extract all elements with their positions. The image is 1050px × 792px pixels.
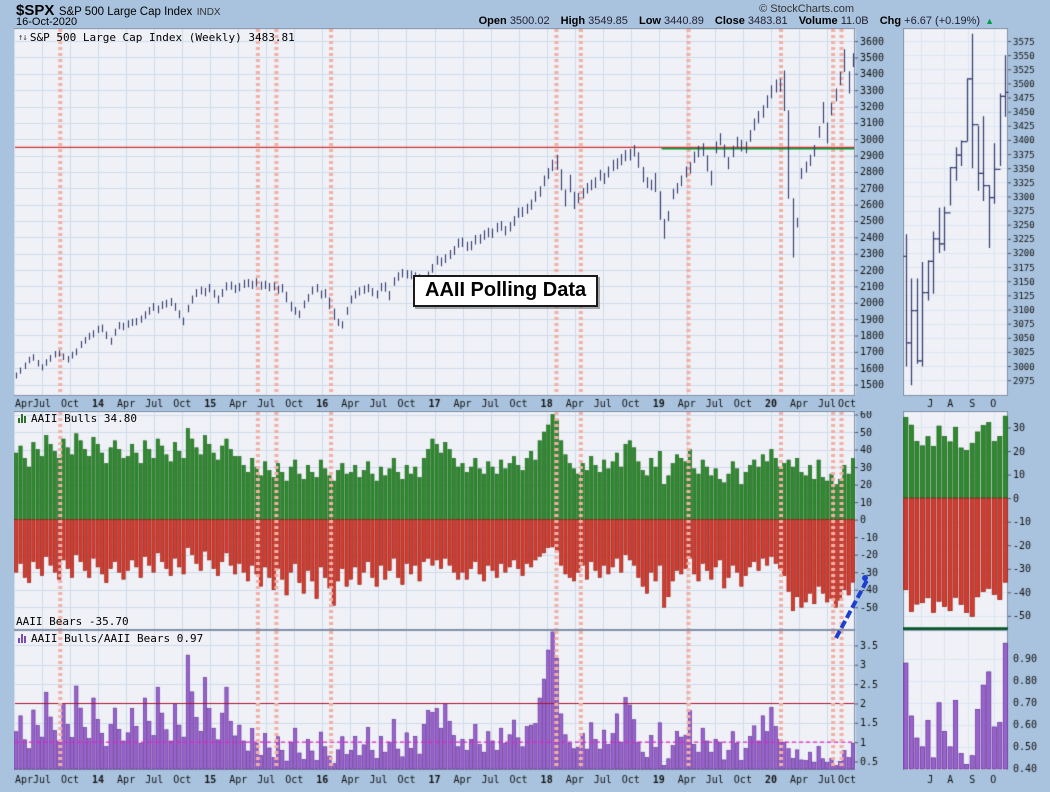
aaii-bulls-panel-label: AAII Bulls 34.80	[18, 412, 137, 425]
high-value: 3549.85	[588, 15, 628, 27]
ratio-recent-chart-canvas	[903, 630, 1050, 792]
aaii-bears-panel-label: AAII Bears -35.70	[16, 615, 129, 628]
open-value: 3500.02	[509, 15, 550, 27]
mini-barchart-icon	[18, 414, 27, 423]
ticker-exchange: INDX	[196, 7, 221, 18]
aaii-ratio-panel-label: AAII Bulls/AAII Bears 0.97	[18, 632, 203, 645]
volume-value: 11.0B	[840, 15, 869, 27]
ticker-line: $SPX S&P 500 Large Cap Index INDX	[16, 2, 221, 20]
chart-date: 16-Oct-2020	[16, 16, 78, 28]
change-value: +6.67 (+0.19%)	[904, 15, 981, 27]
aaii-ratio-chart-canvas	[14, 630, 893, 792]
updown-arrows-icon: ↑↓	[18, 32, 28, 43]
aaii-bulls-bears-chart-canvas	[14, 411, 893, 630]
low-value: 3440.89	[664, 15, 704, 27]
ticker-symbol: $SPX	[16, 2, 55, 19]
mini-barchart-icon	[18, 634, 27, 643]
blue-arrow-tip-dot	[862, 575, 868, 581]
open-label: Open	[478, 15, 507, 27]
spx-panel-label-text: S&P 500 Large Cap Index (Weekly) 3483.81	[29, 31, 295, 44]
aaii-polling-data-annotation: AAII Polling Data	[413, 275, 599, 307]
volume-label: Volume	[798, 15, 838, 27]
spx-panel-label: ↑↓ S&P 500 Large Cap Index (Weekly) 3483…	[18, 31, 295, 44]
aaii-ratio-label-text: AAII Bulls/AAII Bears 0.97	[31, 632, 204, 645]
change-up-triangle-icon: ▲	[985, 16, 994, 26]
aaii-recent-chart-canvas	[903, 411, 1050, 630]
spx-recent-chart-canvas	[903, 28, 1050, 410]
aaii-bulls-label-text: AAII Bulls 34.80	[31, 412, 137, 425]
close-value: 3483.81	[747, 15, 788, 27]
quote-line: Open 3500.02 High 3549.85 Low 3440.89 Cl…	[471, 15, 994, 27]
change-label: Chg	[879, 15, 902, 27]
high-label: High	[560, 15, 586, 27]
stockcharts-copyright-link[interactable]: © StockCharts.com	[759, 3, 854, 15]
spx-weekly-chart-canvas	[14, 28, 893, 410]
ticker-name: S&P 500 Large Cap Index	[58, 6, 193, 18]
close-label: Close	[714, 15, 745, 27]
low-label: Low	[638, 15, 661, 27]
aaii-bears-label-text: AAII Bears -35.70	[16, 615, 129, 628]
